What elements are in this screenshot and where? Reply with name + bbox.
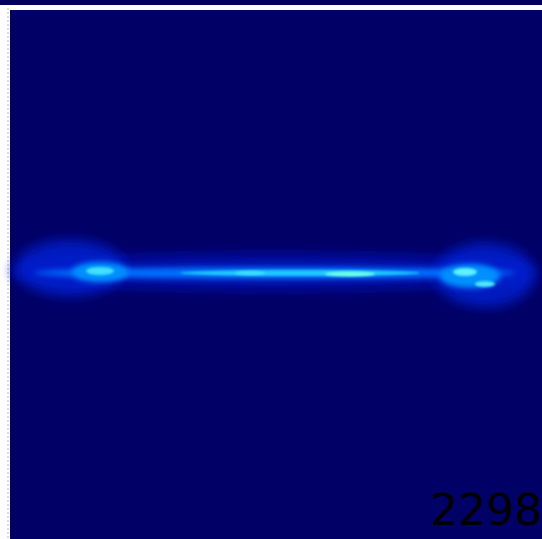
frame-label: 2298 xyxy=(430,485,542,536)
top-divider xyxy=(0,5,542,8)
page: 2298 (() => { const data = JSON.parse(do… xyxy=(0,0,542,539)
top-strip xyxy=(0,0,542,5)
simulation-view: 2298 xyxy=(0,0,542,539)
